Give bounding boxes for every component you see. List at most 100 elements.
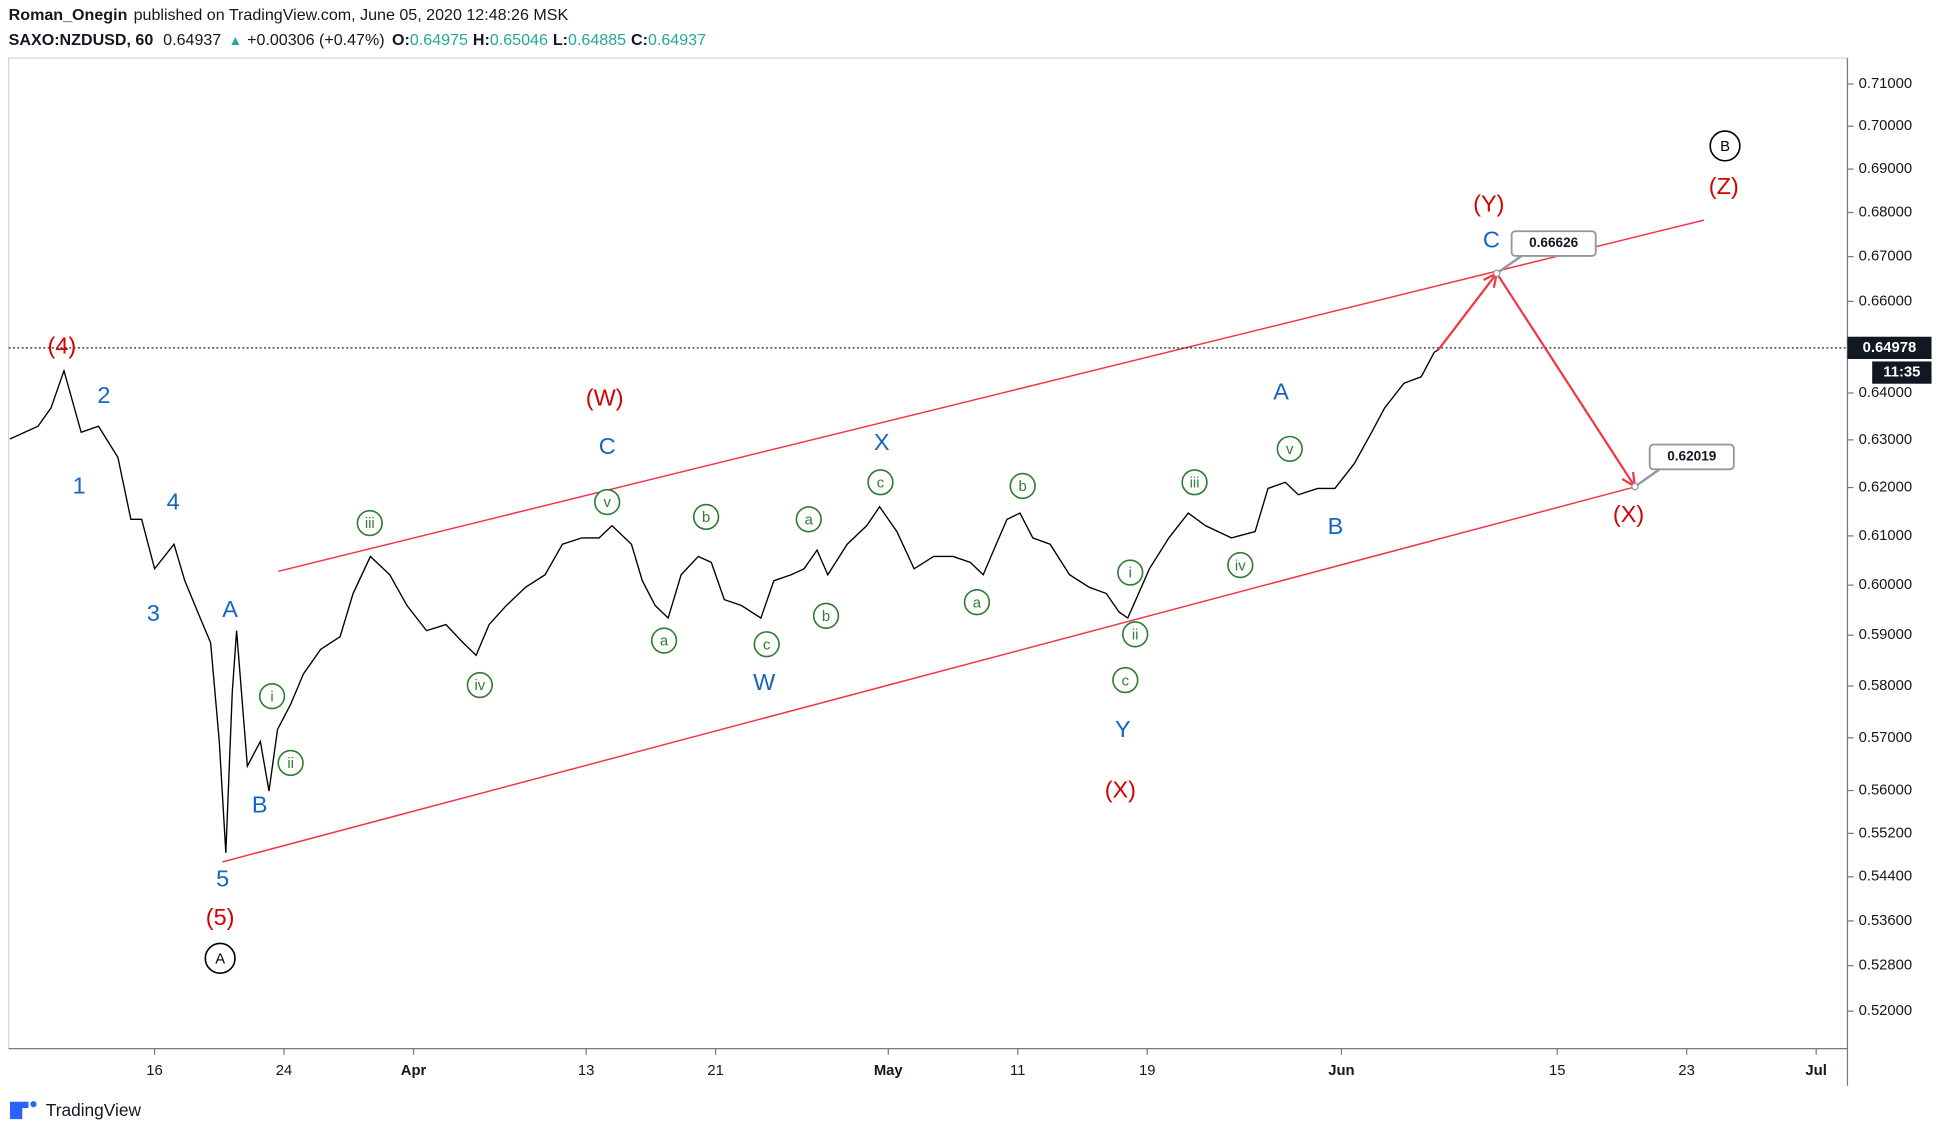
projection-arrow [1495, 272, 1636, 488]
wave-label: b [702, 510, 710, 526]
ohlc-value: 0.64885 [568, 31, 626, 49]
y-tick-label: 0.68000 [1859, 204, 1913, 220]
wave-circle [867, 469, 894, 496]
wave-circle [692, 503, 720, 531]
x-tick-label: Jul [1805, 1063, 1826, 1079]
wave-circle [466, 671, 493, 699]
publish-line: Roman_Onegin published on TradingView.com… [9, 6, 569, 24]
wave-label: a [973, 595, 982, 611]
wave-circle [1009, 472, 1036, 500]
x-tick-label: 19 [1139, 1063, 1156, 1079]
wave-label: c [1122, 673, 1130, 689]
ohlc-value: 0.64975 [410, 31, 468, 49]
wave-circle [963, 589, 991, 616]
wave-label: c [877, 475, 885, 491]
x-tick-label: Jun [1328, 1063, 1354, 1079]
y-tick-label: 0.63000 [1859, 432, 1913, 448]
y-tick-label: 0.58000 [1859, 678, 1913, 694]
ohlc-key: H: [473, 31, 490, 49]
ohlc-key: C: [631, 31, 648, 49]
wave-circle [258, 683, 286, 710]
y-tick-label: 0.66000 [1859, 293, 1913, 309]
direction: ▲ [229, 32, 242, 47]
wave-label: 3 [147, 600, 160, 626]
countdown-label: 11:35 [1883, 365, 1920, 381]
wave-label: i [270, 689, 273, 705]
wave-circle [795, 506, 822, 533]
logo-dot [30, 1101, 37, 1108]
ohlc-key: O: [392, 31, 410, 49]
wave-label: 1 [73, 472, 86, 498]
wave-circle [1112, 666, 1139, 694]
wave-label: B [1720, 139, 1730, 155]
y-tick-label: 0.52800 [1859, 958, 1913, 974]
price-tag-label: 0.66626 [1529, 235, 1579, 250]
last-price-box [1847, 336, 1932, 359]
wave-circle [650, 627, 678, 654]
price-tag [1510, 230, 1597, 257]
wave-label: iv [474, 678, 485, 694]
channel-lower [222, 485, 1639, 863]
y-tick-label: 0.70000 [1859, 118, 1913, 134]
published: published on TradingView.com, June 05, 2… [134, 6, 569, 24]
ohlc-value: 0.65046 [490, 31, 548, 49]
symbol: SAXO:NZDUSD, 60 [9, 31, 154, 49]
wave-label: 5 [216, 866, 229, 892]
x-tick-label: 11 [1010, 1063, 1025, 1079]
wave-label: W [753, 669, 776, 695]
wave-circle [1117, 559, 1144, 586]
wave-label: (5) [206, 904, 235, 930]
wave-label: A [222, 596, 238, 622]
projection-arrow [1437, 272, 1498, 351]
wave-label: v [1286, 442, 1294, 458]
x-tick-label: 16 [146, 1063, 163, 1079]
change: +0.00306 (+0.47%) [247, 31, 385, 49]
x-tick-label: 24 [276, 1063, 293, 1079]
x-tick-label: 15 [1549, 1063, 1566, 1079]
y-tick-label: 0.55200 [1859, 825, 1913, 841]
y-tick-label: 0.71000 [1859, 76, 1913, 92]
wave-circle [1709, 130, 1741, 162]
wave-label: A [1273, 378, 1289, 404]
wave-circle [1181, 469, 1208, 496]
wave-label: ii [287, 756, 294, 772]
x-tick-label: 13 [578, 1063, 595, 1079]
author: Roman_Onegin [9, 6, 128, 24]
wave-label: (X) [1613, 501, 1644, 527]
wave-label: X [874, 429, 890, 455]
x-tick-label: 21 [707, 1063, 724, 1079]
y-tick-label: 0.52000 [1859, 1003, 1913, 1019]
wave-label: iii [365, 516, 375, 532]
wave-label: 4 [167, 488, 180, 514]
wave-label: iii [1190, 475, 1200, 491]
wave-circle [753, 631, 780, 658]
x-tick-label: Apr [401, 1063, 427, 1079]
wave-circle [1122, 621, 1149, 648]
ohlc-key: L: [553, 31, 568, 49]
brand: TradingView [46, 1100, 142, 1120]
wave-circle [1227, 551, 1254, 579]
tag-anchor [1493, 269, 1501, 278]
wave-label: b [1019, 479, 1027, 495]
wave-label: (Y) [1473, 190, 1504, 216]
wave-label: A [215, 951, 225, 967]
wave-circle [594, 488, 621, 516]
plot [8, 219, 1848, 863]
wave-label: (W) [586, 385, 624, 411]
wave-label: (X) [1105, 777, 1136, 803]
wave-label: C [599, 433, 616, 459]
channel-upper [278, 219, 1705, 573]
wave-circle [204, 942, 236, 974]
logo-mark [9, 1101, 29, 1120]
last-price: 0.64937 [163, 31, 221, 49]
wave-circle [1276, 435, 1303, 463]
wave-circle [277, 749, 304, 777]
wave-label: B [1328, 513, 1344, 539]
wave-label: (4) [48, 333, 77, 359]
price-tag-label: 0.62019 [1667, 449, 1717, 464]
wave-label: b [822, 609, 830, 625]
symbol-line: SAXO:NZDUSD, 60 0.64937 ▲ +0.00306 (+0.47%)… [9, 31, 706, 49]
wave-label: 2 [97, 382, 110, 408]
